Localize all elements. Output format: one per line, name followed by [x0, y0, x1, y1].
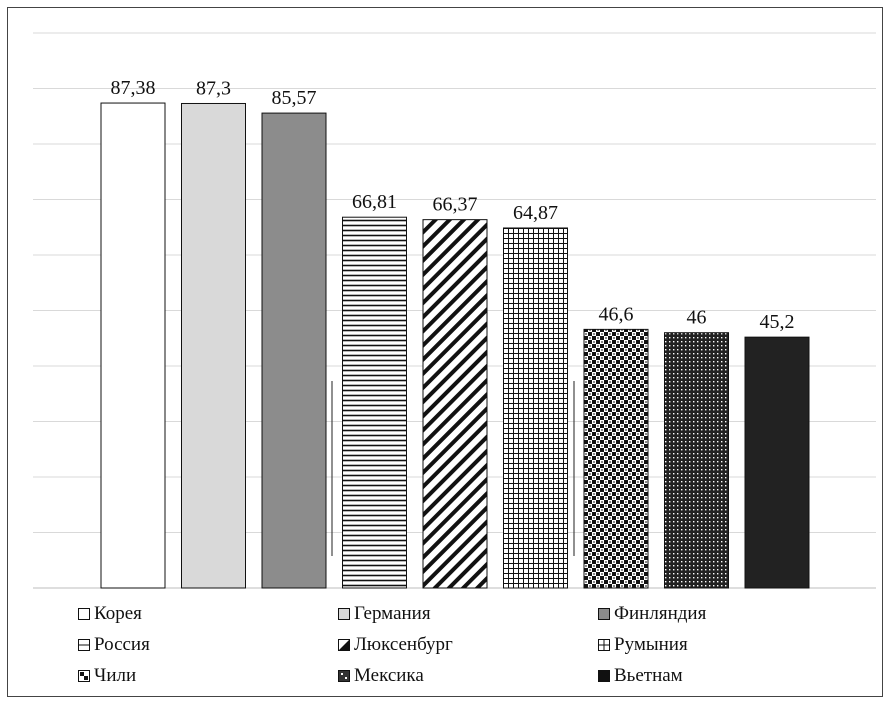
- legend-label: Корея: [94, 602, 142, 624]
- legend: Корея Германия Финляндия Россия Люксенбург Ру…: [78, 598, 858, 691]
- legend-swatch: [338, 669, 350, 682]
- bar-8: [664, 332, 729, 589]
- value-label: 64,87: [513, 202, 558, 224]
- legend-row: Чили Мексика Вьетнам: [78, 660, 858, 691]
- bar-chart: 87,38 87,3 85,57 66,81 66,37 64,87 46,6 46 45,2: [33, 32, 876, 589]
- bar-5: [422, 219, 488, 589]
- legend-item: Вьетнам: [598, 665, 858, 687]
- value-label: 46,6: [599, 303, 634, 325]
- legend-item: Россия: [78, 634, 338, 656]
- legend-swatch: [598, 607, 610, 620]
- bar-4: [342, 216, 407, 589]
- legend-swatch: [598, 669, 610, 682]
- legend-swatch: [78, 669, 90, 682]
- legend-row: Корея Германия Финляндия: [78, 598, 858, 629]
- legend-label: Мексика: [354, 664, 424, 686]
- value-label: 87,38: [111, 77, 156, 99]
- legend-item: Германия: [338, 603, 598, 625]
- bar-1: [100, 102, 166, 589]
- bar-6: [503, 227, 568, 589]
- legend-swatch: [598, 638, 610, 651]
- legend-item: Финляндия: [598, 603, 858, 625]
- legend-label: Германия: [354, 602, 431, 624]
- legend-item: Чили: [78, 665, 338, 687]
- legend-swatch: [78, 607, 90, 620]
- legend-row: Россия Люксенбург Румыния: [78, 629, 858, 660]
- legend-item: Люксенбург: [338, 634, 598, 656]
- legend-label: Финляндия: [614, 602, 707, 624]
- value-label: 46: [687, 307, 707, 329]
- value-labels: 87,38 87,3 85,57 66,81 66,37 64,87 46,6 46 45,2: [111, 77, 795, 333]
- legend-label: Вьетнам: [614, 664, 683, 686]
- bar-3: [261, 112, 327, 589]
- value-label: 66,37: [433, 194, 478, 216]
- bar-2: [181, 102, 246, 589]
- chart-frame: 87,38 87,3 85,57 66,81 66,37 64,87 46,6 46 45,2 …: [7, 7, 883, 697]
- value-label: 87,3: [196, 77, 231, 99]
- legend-label: Чили: [94, 664, 137, 686]
- legend-swatch: [78, 638, 90, 651]
- value-label: 45,2: [760, 311, 795, 333]
- value-label: 66,81: [352, 191, 397, 213]
- legend-label: Россия: [94, 633, 150, 655]
- bar-9: [744, 336, 810, 589]
- legend-swatch: [338, 638, 350, 651]
- legend-swatch: [338, 607, 350, 620]
- bars: [100, 102, 810, 589]
- legend-item: Мексика: [338, 665, 598, 687]
- legend-label: Румыния: [614, 633, 688, 655]
- legend-item: Румыния: [598, 634, 858, 656]
- legend-item: Корея: [78, 603, 338, 625]
- legend-label: Люксенбург: [354, 633, 453, 655]
- value-label: 85,57: [272, 87, 317, 109]
- bar-7: [583, 328, 649, 589]
